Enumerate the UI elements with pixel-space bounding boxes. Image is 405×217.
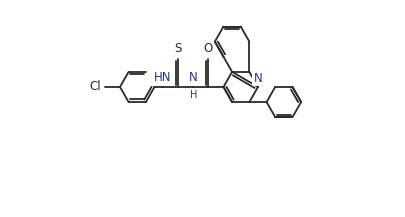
Text: N: N (188, 71, 197, 84)
Text: S: S (174, 42, 181, 55)
Text: H: H (189, 90, 196, 100)
Text: N: N (253, 72, 262, 85)
Text: Cl: Cl (89, 81, 101, 94)
Text: HN: HN (154, 71, 171, 84)
Text: O: O (203, 42, 213, 55)
